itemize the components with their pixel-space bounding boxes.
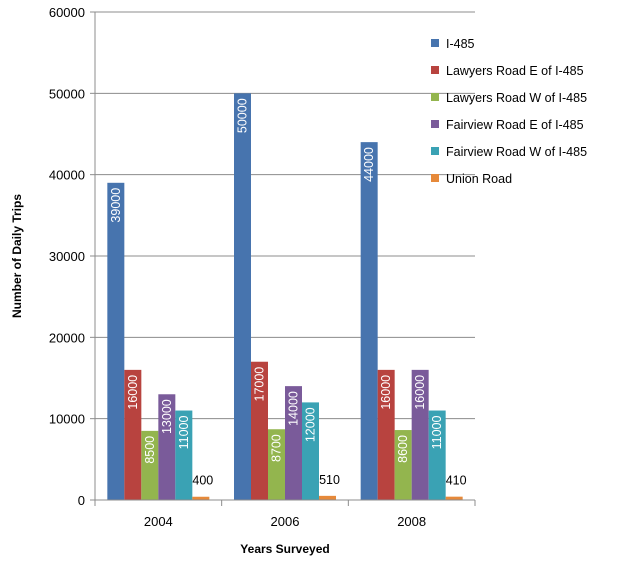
y-axis-title: Number of Daily Trips <box>10 194 24 318</box>
data-label: 410 <box>446 474 467 488</box>
legend-swatch <box>431 66 439 74</box>
bar <box>175 410 193 500</box>
bar <box>158 394 176 500</box>
legend-label: Union Road <box>446 172 512 186</box>
y-tick-label: 0 <box>78 493 85 508</box>
legend-swatch <box>431 39 439 47</box>
data-label: 44000 <box>362 147 376 182</box>
y-tick-labels: 0 10000 20000 30000 40000 50000 60000 <box>49 5 85 508</box>
legend-label: Fairview Road W of I-485 <box>446 145 587 159</box>
y-tick-label: 40000 <box>49 168 85 183</box>
bar <box>377 369 395 500</box>
data-labels: 39000 50000 44000 16000 17000 16000 8500 8700 86… <box>109 98 467 487</box>
legend-label: Fairview Road E of I-485 <box>446 118 584 132</box>
data-label: 16000 <box>379 375 393 410</box>
x-tick-label: 2004 <box>144 514 173 529</box>
x-tick-labels: 2004 2006 2008 <box>144 514 426 529</box>
legend-swatch <box>431 174 439 182</box>
bar <box>268 429 285 500</box>
data-label: 8500 <box>143 436 157 464</box>
bar <box>302 402 319 500</box>
x-tick-label: 2006 <box>271 514 300 529</box>
bars <box>107 93 463 501</box>
data-label: 50000 <box>236 98 250 133</box>
y-tick-label: 50000 <box>49 86 85 101</box>
bar <box>124 369 142 500</box>
bar <box>251 361 268 500</box>
bar <box>285 386 302 500</box>
y-tick-label: 30000 <box>49 249 85 264</box>
legend-swatch <box>431 93 439 101</box>
bar <box>192 496 210 500</box>
bar <box>411 369 429 500</box>
data-label: 13000 <box>160 399 174 434</box>
data-label: 11000 <box>177 415 191 449</box>
legend: I-485 Lawyers Road E of I-485 Lawyers Road… <box>431 37 587 186</box>
data-label: 8600 <box>396 435 410 463</box>
bar <box>234 93 251 500</box>
bar <box>141 430 159 500</box>
legend-swatch <box>431 147 439 155</box>
legend-label: Lawyers Road W of I-485 <box>446 91 587 105</box>
data-label: 39000 <box>109 188 123 223</box>
gridlines <box>95 11 475 420</box>
data-label: 11000 <box>430 415 444 449</box>
y-tick-label: 20000 <box>49 330 85 345</box>
data-label: 16000 <box>126 375 140 410</box>
data-label: 400 <box>192 474 213 488</box>
data-label: 8700 <box>270 434 284 462</box>
x-tick-label: 2008 <box>397 514 426 529</box>
legend-swatch <box>431 120 439 128</box>
bar <box>360 142 378 500</box>
bar <box>445 496 463 500</box>
data-label: 510 <box>319 473 340 487</box>
bar <box>107 182 125 501</box>
x-axis-title: Years Surveyed <box>240 542 329 556</box>
data-label: 14000 <box>287 391 301 426</box>
bar <box>428 410 446 500</box>
legend-label: Lawyers Road E of I-485 <box>446 64 584 78</box>
data-label: 16000 <box>413 375 427 410</box>
y-tick-label: 10000 <box>49 412 85 427</box>
bar <box>394 430 412 500</box>
data-label: 12000 <box>304 407 318 442</box>
bar <box>319 495 336 500</box>
axes <box>90 11 476 506</box>
data-label: 17000 <box>253 367 267 402</box>
legend-label: I-485 <box>446 37 475 51</box>
y-tick-label: 60000 <box>49 5 85 20</box>
